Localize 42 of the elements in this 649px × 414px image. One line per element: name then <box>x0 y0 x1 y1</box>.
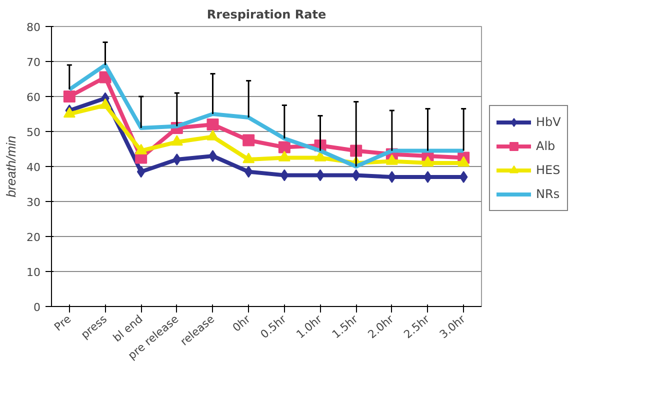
point <box>422 156 434 167</box>
point <box>242 134 255 146</box>
y-axis-title: breath/min <box>4 136 19 198</box>
point <box>352 169 360 182</box>
point <box>136 166 146 178</box>
point <box>135 144 148 154</box>
point <box>244 166 253 178</box>
point <box>314 150 326 162</box>
legend-label: NRs <box>536 186 560 202</box>
legend-label: HbV <box>536 114 561 130</box>
point <box>206 118 219 130</box>
x-tick-label: 0hr <box>230 312 254 334</box>
y-tick-label: 50 <box>26 126 41 139</box>
y-tick-label: 0 <box>34 301 40 314</box>
point <box>63 90 76 102</box>
legend-label: HES <box>536 162 560 178</box>
point <box>278 150 290 162</box>
point <box>99 98 112 109</box>
y-tick-label: 40 <box>26 161 41 174</box>
x-tick-label: bl end <box>110 312 146 345</box>
point <box>386 154 398 165</box>
y-tick-label: 10 <box>26 266 41 279</box>
point <box>63 107 76 118</box>
y-tick-label: 60 <box>26 91 41 104</box>
y-tick-label: 30 <box>26 196 41 209</box>
y-tick-label: 80 <box>26 21 41 34</box>
point <box>170 135 183 146</box>
point <box>280 169 289 182</box>
y-tick-label: 70 <box>26 56 41 69</box>
point <box>458 156 470 167</box>
point <box>424 171 432 183</box>
y-tick-label: 20 <box>26 231 41 244</box>
point <box>278 141 290 154</box>
point <box>242 152 255 164</box>
point <box>459 171 468 183</box>
point <box>208 150 217 162</box>
point <box>206 130 219 140</box>
point <box>388 171 396 183</box>
chart-title: Rrespiration Rate <box>206 8 326 22</box>
legend-label: Alb <box>536 138 556 154</box>
x-tick-label: Pre <box>52 312 74 334</box>
point <box>172 154 182 166</box>
